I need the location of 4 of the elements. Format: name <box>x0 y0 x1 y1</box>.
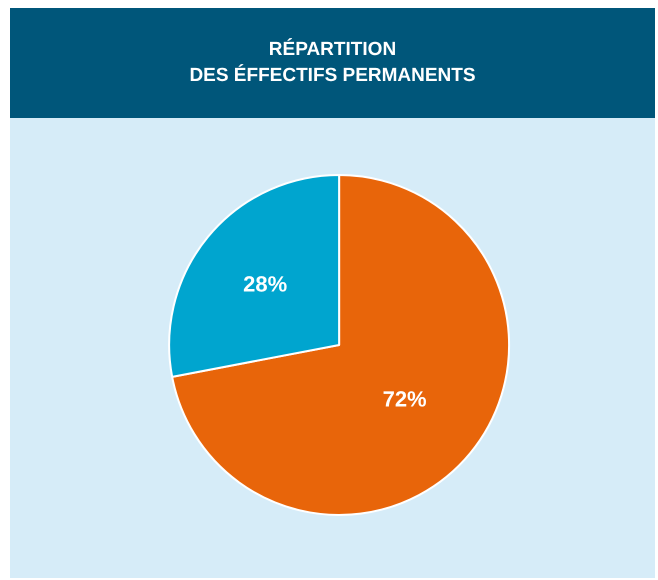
data-label: 28% <box>243 271 288 296</box>
pie-slice <box>171 174 510 516</box>
data-label: 72% <box>382 386 427 412</box>
chart-title: RÉPARTITION DES ÉFFECTIFS PERMANENTS <box>10 8 655 118</box>
